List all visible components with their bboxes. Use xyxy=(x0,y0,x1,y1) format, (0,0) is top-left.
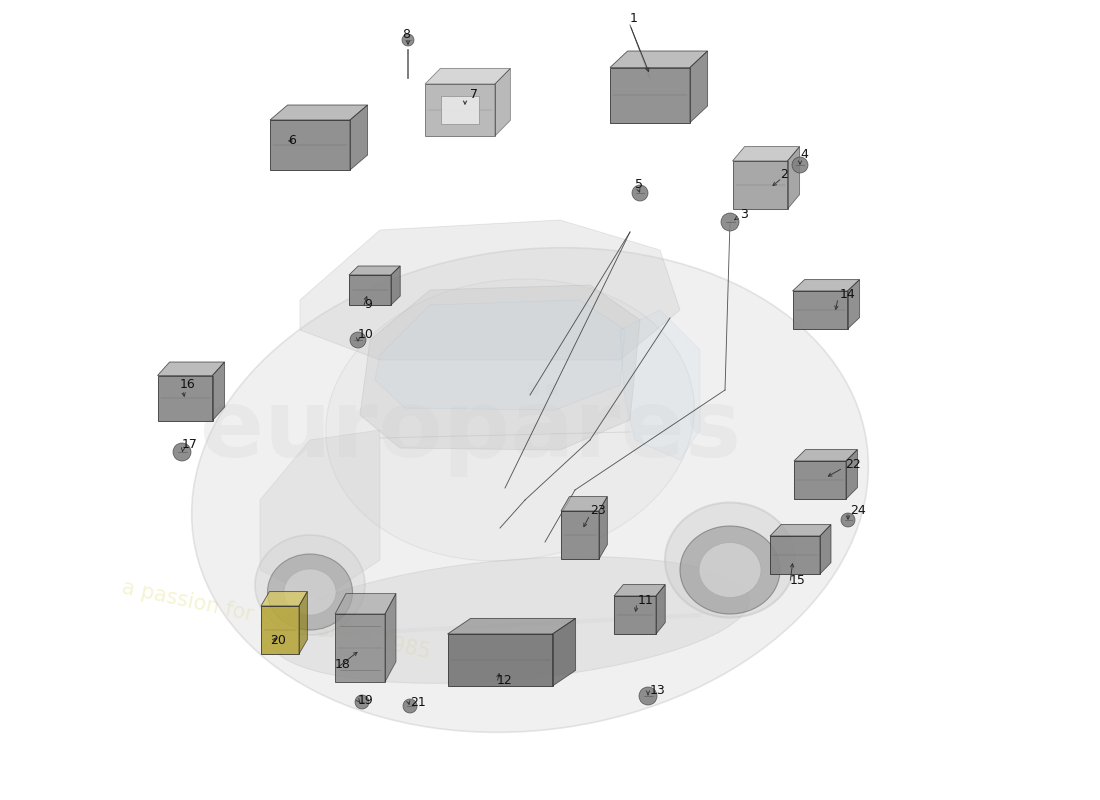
Polygon shape xyxy=(770,525,830,536)
Polygon shape xyxy=(261,592,307,606)
Ellipse shape xyxy=(267,554,352,630)
Polygon shape xyxy=(385,594,396,682)
Ellipse shape xyxy=(173,443,191,461)
Text: europäres: europäres xyxy=(200,383,741,477)
Text: 19: 19 xyxy=(358,694,374,706)
Polygon shape xyxy=(212,362,224,421)
Text: 21: 21 xyxy=(410,695,426,709)
Text: 15: 15 xyxy=(790,574,806,586)
Ellipse shape xyxy=(403,699,417,713)
Polygon shape xyxy=(441,96,480,124)
Text: 9: 9 xyxy=(364,298,372,311)
Text: 12: 12 xyxy=(497,674,513,686)
Ellipse shape xyxy=(639,687,657,705)
Polygon shape xyxy=(794,461,846,499)
Ellipse shape xyxy=(792,157,808,173)
Polygon shape xyxy=(770,536,820,574)
Polygon shape xyxy=(336,614,385,682)
Ellipse shape xyxy=(191,248,868,732)
Polygon shape xyxy=(448,634,552,686)
Polygon shape xyxy=(157,375,212,421)
Ellipse shape xyxy=(326,279,694,561)
Ellipse shape xyxy=(271,557,749,683)
Polygon shape xyxy=(610,67,690,122)
Text: 20: 20 xyxy=(270,634,286,646)
Text: 11: 11 xyxy=(638,594,653,606)
Ellipse shape xyxy=(720,213,739,231)
Polygon shape xyxy=(425,84,495,136)
Text: 1: 1 xyxy=(630,11,638,25)
Polygon shape xyxy=(614,585,666,596)
Text: 5: 5 xyxy=(635,178,643,191)
Polygon shape xyxy=(390,266,400,305)
Polygon shape xyxy=(157,362,224,375)
Polygon shape xyxy=(360,285,640,450)
Polygon shape xyxy=(847,280,859,329)
Text: 22: 22 xyxy=(845,458,860,471)
Polygon shape xyxy=(270,120,350,170)
Text: 16: 16 xyxy=(180,378,196,391)
Ellipse shape xyxy=(355,695,368,709)
Polygon shape xyxy=(820,525,830,574)
Text: a passion for parts since 1985: a passion for parts since 1985 xyxy=(120,578,432,662)
Polygon shape xyxy=(495,68,510,136)
Text: 18: 18 xyxy=(336,658,351,671)
Polygon shape xyxy=(614,596,656,634)
Ellipse shape xyxy=(255,535,365,635)
Ellipse shape xyxy=(680,526,780,614)
Ellipse shape xyxy=(698,542,761,598)
Polygon shape xyxy=(788,146,800,209)
Polygon shape xyxy=(733,161,788,209)
Polygon shape xyxy=(846,450,857,499)
Polygon shape xyxy=(690,51,707,122)
Polygon shape xyxy=(792,291,847,329)
Ellipse shape xyxy=(350,332,366,348)
Polygon shape xyxy=(349,266,400,275)
Text: 24: 24 xyxy=(850,503,866,517)
Ellipse shape xyxy=(402,34,414,46)
Ellipse shape xyxy=(666,502,795,618)
Polygon shape xyxy=(561,497,607,511)
Text: 3: 3 xyxy=(740,209,748,222)
Polygon shape xyxy=(620,310,700,460)
Polygon shape xyxy=(349,275,390,305)
Text: 23: 23 xyxy=(590,503,606,517)
Text: 8: 8 xyxy=(402,29,410,42)
Polygon shape xyxy=(375,300,625,410)
Text: 6: 6 xyxy=(288,134,296,146)
Polygon shape xyxy=(350,105,367,170)
Polygon shape xyxy=(261,606,299,654)
Ellipse shape xyxy=(284,569,336,615)
Text: 13: 13 xyxy=(650,683,666,697)
Text: 7: 7 xyxy=(470,89,478,102)
Polygon shape xyxy=(794,450,857,461)
Polygon shape xyxy=(656,585,666,634)
Polygon shape xyxy=(448,618,575,634)
Text: 17: 17 xyxy=(182,438,198,451)
Polygon shape xyxy=(336,594,396,614)
Polygon shape xyxy=(425,68,510,84)
Polygon shape xyxy=(600,497,607,559)
Polygon shape xyxy=(300,220,680,360)
Polygon shape xyxy=(792,280,859,291)
Polygon shape xyxy=(299,592,307,654)
Text: 4: 4 xyxy=(800,149,807,162)
Polygon shape xyxy=(260,430,379,600)
Text: 14: 14 xyxy=(840,289,856,302)
Ellipse shape xyxy=(842,513,855,527)
Polygon shape xyxy=(270,105,367,120)
Polygon shape xyxy=(552,618,575,686)
Polygon shape xyxy=(561,511,600,559)
Polygon shape xyxy=(733,146,800,161)
Text: 10: 10 xyxy=(358,329,374,342)
Text: 2: 2 xyxy=(780,169,788,182)
Polygon shape xyxy=(610,51,707,67)
Ellipse shape xyxy=(632,185,648,201)
